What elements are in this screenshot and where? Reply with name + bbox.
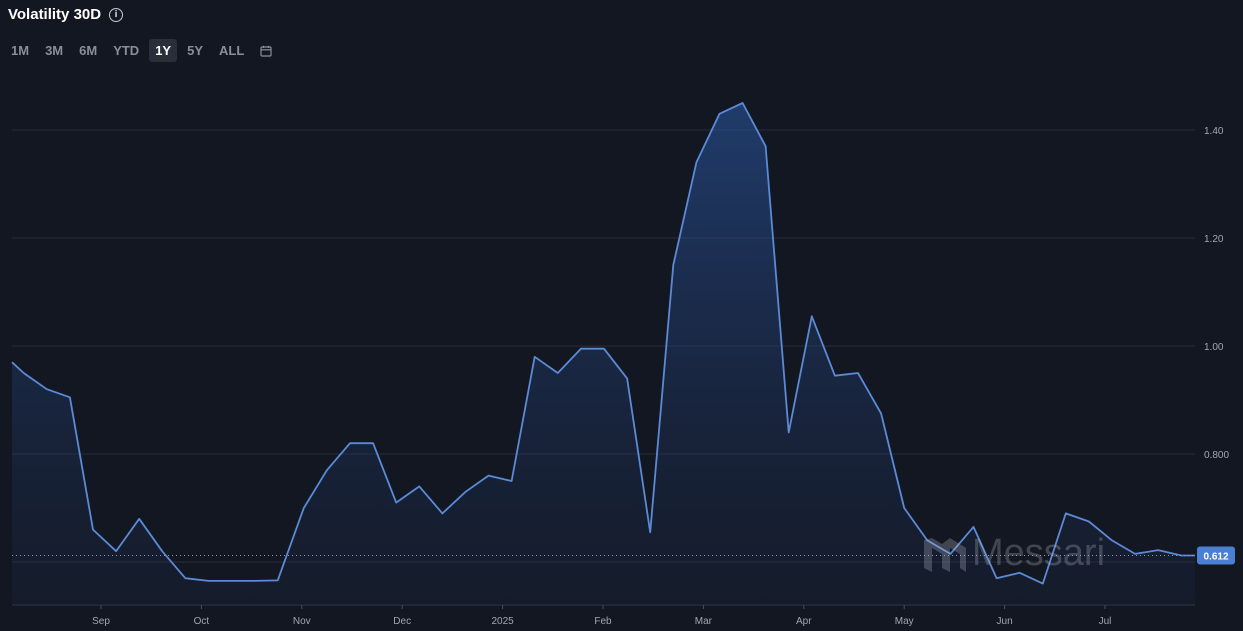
range-6m-button[interactable]: 6M xyxy=(79,43,98,58)
area-fill xyxy=(12,103,1195,605)
series-line xyxy=(11,102,1195,585)
x-tick-label: Dec xyxy=(393,616,411,627)
current-value-badge xyxy=(1197,546,1235,565)
watermark-text: Messari xyxy=(972,532,1106,574)
chart-header: Volatility 30D i xyxy=(8,6,124,23)
x-tick-label: Oct xyxy=(194,616,210,627)
y-axis: 1.40 1.20 1.00 0.800 xyxy=(1204,126,1229,461)
y-tick-label: 1.00 xyxy=(1204,342,1224,353)
chart-title: Volatility 30D xyxy=(8,6,102,23)
calendar-icon[interactable] xyxy=(260,45,272,57)
x-tick-label: Jul xyxy=(1099,616,1112,627)
range-1y-button[interactable]: 1Y xyxy=(149,39,178,62)
x-tick-label: Feb xyxy=(594,616,612,627)
messari-logo-icon xyxy=(924,537,966,572)
y-tick-label: 1.40 xyxy=(1204,126,1224,137)
series-area xyxy=(12,103,1195,605)
current-value-marker: 0.612 xyxy=(12,546,1235,565)
y-tick-label: 0.800 xyxy=(1204,450,1229,461)
info-icon[interactable]: i xyxy=(109,7,124,22)
x-tick-label: May xyxy=(895,616,914,627)
range-all-button[interactable]: ALL xyxy=(219,43,245,58)
current-value-label: 0.612 xyxy=(1203,552,1228,563)
x-tick-label: 2025 xyxy=(491,616,514,627)
x-tick-label: Nov xyxy=(293,616,311,627)
series-volatility-line xyxy=(11,102,1195,585)
range-5y-button[interactable]: 5Y xyxy=(187,43,203,58)
x-tick-label: Apr xyxy=(796,616,812,627)
y-tick-label: 1.20 xyxy=(1204,234,1224,245)
x-tick-label: Mar xyxy=(695,616,713,627)
range-selector: 1M 3M 6M YTD 1Y 5Y ALL xyxy=(5,39,272,62)
range-1m-button[interactable]: 1M xyxy=(11,43,30,58)
x-tick-label: Jun xyxy=(997,616,1013,627)
x-axis: Sep Oct Nov Dec 2025 Feb Mar Apr May Jun Jul xyxy=(92,605,1111,627)
x-tick-label: Sep xyxy=(92,616,110,627)
range-ytd-button[interactable]: YTD xyxy=(113,43,140,58)
messari-watermark: Messari xyxy=(922,532,1105,575)
range-3m-button[interactable]: 3M xyxy=(45,43,64,58)
